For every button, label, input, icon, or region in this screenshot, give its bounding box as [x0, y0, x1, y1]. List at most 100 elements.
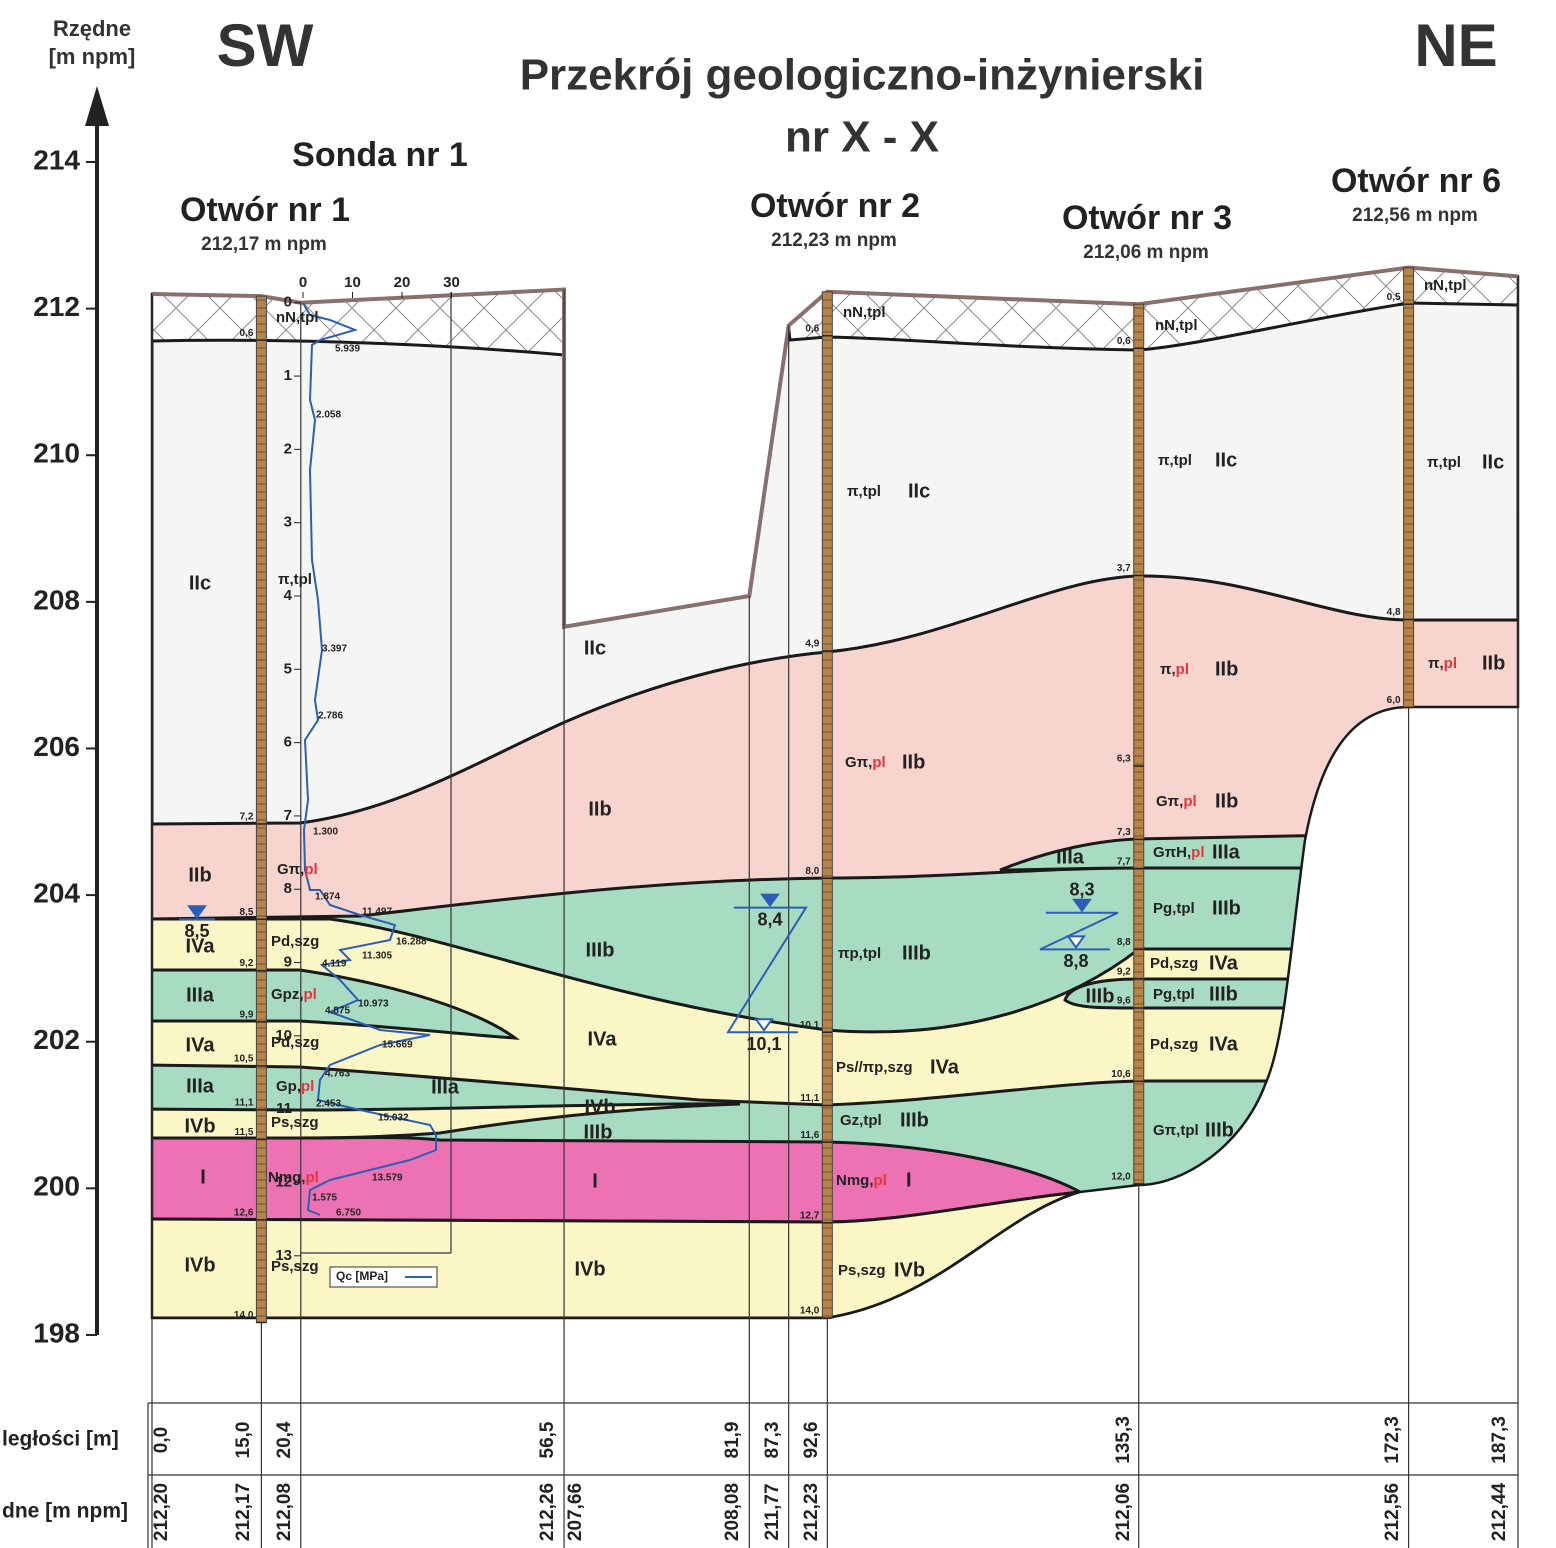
soil-code: π,tpl: [847, 483, 881, 500]
soil-layer: IIIa: [1212, 841, 1241, 863]
distance-label: 81,9: [722, 1422, 743, 1459]
elevation-tick-label: 198: [33, 1317, 80, 1348]
soil-code: Gπ,: [1156, 793, 1183, 810]
soil-label: Gp,pl: [276, 1078, 314, 1095]
soil-code: nN,tpl: [843, 304, 886, 321]
soil-label: Gπ,pl: [845, 754, 886, 771]
elevation-tick-label: 210: [33, 438, 80, 469]
elevation-label: 212,08: [274, 1483, 295, 1541]
soil-label: Nmg,pl: [268, 1169, 319, 1186]
soil-code: Gπ,: [277, 861, 304, 878]
soil-layer: IVa: [1209, 1033, 1239, 1055]
soil-label: nN,tpl: [276, 309, 319, 326]
qc-label: 13.579: [372, 1173, 403, 1184]
soil-code: Ps//πp,szg: [836, 1059, 913, 1076]
elevation-label: 208,08: [722, 1483, 743, 1541]
distance-label: 92,6: [801, 1422, 822, 1459]
depth-tick-label: 4: [284, 587, 293, 604]
elevation-label: 212,44: [1489, 1483, 1510, 1542]
qc-label: 1.300: [313, 827, 338, 838]
elevation-label: 212,17: [233, 1483, 254, 1541]
layer-label: IVa: [588, 1028, 618, 1050]
qc-label: 11.305: [362, 951, 392, 962]
probe-name: Sonda nr 1: [292, 136, 468, 174]
title: nr X - X: [785, 113, 939, 162]
qc-label: 15.032: [378, 1113, 409, 1124]
elevation-tick-label: 204: [33, 877, 80, 908]
elevation-tick-label: 208: [33, 584, 80, 615]
layer-label: I: [592, 1170, 598, 1192]
borehole-name: Otwór nr 6: [1331, 162, 1501, 200]
soil-genesis: pl: [1176, 661, 1189, 678]
depth-tick-label: 8: [284, 880, 292, 897]
depth-label: 8,0: [805, 866, 819, 877]
soil-code: π,tpl: [1158, 452, 1192, 469]
borehole-column: [822, 292, 832, 1318]
soil-genesis: pl: [301, 1078, 314, 1095]
layer-label: IIc: [189, 572, 211, 594]
qc-label: 10.973: [358, 999, 389, 1010]
layer-label: IIIb: [586, 939, 615, 961]
soil-genesis: pl: [304, 861, 317, 878]
depth-label: 12,7: [800, 1210, 820, 1221]
soil-label: Pd,szg: [271, 933, 319, 950]
depth-label: 0,6: [805, 323, 819, 334]
soil-code: nN,tpl: [1424, 277, 1467, 294]
qc-label: 6.750: [336, 1208, 361, 1219]
elevation-label: 212,20: [151, 1483, 172, 1541]
soil-code: Gpz,: [271, 986, 304, 1003]
soil-layer: I: [906, 1169, 912, 1191]
soil-code: Pd,szg: [271, 933, 319, 950]
distance-label: 135,3: [1113, 1416, 1134, 1464]
soil-genesis: pl: [872, 754, 885, 771]
depth-label: 11,5: [234, 1127, 253, 1138]
cross-section: ległości [m]dne [m npm]0,015,020,456,581…: [0, 0, 1556, 1548]
depth-label: 4,8: [1387, 607, 1401, 618]
depth-label: 4,9: [805, 639, 819, 650]
water-label: 8,8: [1063, 951, 1088, 971]
depth-label: 0,5: [1387, 292, 1401, 303]
qc-label: 16.288: [396, 937, 427, 948]
depth-tick-label: 3: [284, 514, 292, 531]
soil-code: nN,tpl: [1155, 317, 1198, 334]
soil-layer: IIc: [908, 480, 930, 502]
water-label: 8,3: [1069, 879, 1094, 899]
soil-label: Pd,szg: [1150, 955, 1198, 972]
soil-label: nN,tpl: [843, 304, 886, 321]
distance-label: 87,3: [762, 1422, 783, 1459]
depth-label: 11,1: [800, 1093, 819, 1104]
title: Przekrój geologiczno-inżynierski: [520, 51, 1205, 100]
soil-layer: IIb: [1215, 658, 1238, 680]
layer-label: IVb: [584, 1096, 615, 1118]
layer-label: IIIa: [186, 984, 215, 1006]
qc-label: 4.119: [322, 959, 347, 970]
qc-label: 1.874: [315, 892, 340, 903]
soil-code: π,: [1160, 661, 1176, 678]
qc-label: 2.058: [316, 410, 341, 421]
soil-layer: IIIb: [1212, 897, 1241, 919]
borehole-ground: 212,17 m npm: [201, 234, 327, 255]
soil-label: Pg,tpl: [1153, 986, 1195, 1003]
borehole-column: [256, 296, 266, 1322]
qc-tick-label: 10: [344, 274, 361, 291]
depth-tick-label: 1: [284, 367, 292, 384]
soil-layer: IIb: [902, 751, 925, 773]
layer-label: IIIa: [1056, 846, 1085, 868]
elevation-label: 207,66: [565, 1483, 586, 1541]
soil-code: Ps,szg: [271, 1258, 319, 1275]
depth-label: 9,6: [1117, 996, 1131, 1007]
distance-label: 15,0: [233, 1422, 254, 1459]
soil-label: π,tpl: [847, 483, 881, 500]
depth-label: 9,2: [1117, 966, 1131, 977]
soil-code: πp,tpl: [838, 945, 881, 962]
depth-label: 9,2: [239, 958, 253, 969]
soil-code: nN,tpl: [276, 309, 319, 326]
depth-label: 10,1: [800, 1020, 820, 1031]
qc-tick-label: 20: [394, 274, 411, 291]
layer-label: IIc: [584, 637, 606, 659]
soil-layer: IIb: [1215, 790, 1238, 812]
distance-label: 20,4: [274, 1421, 295, 1458]
soil-genesis: pl: [1444, 655, 1457, 672]
soil-layer: IVa: [930, 1056, 960, 1078]
soil-code: Gπ,: [845, 754, 872, 771]
